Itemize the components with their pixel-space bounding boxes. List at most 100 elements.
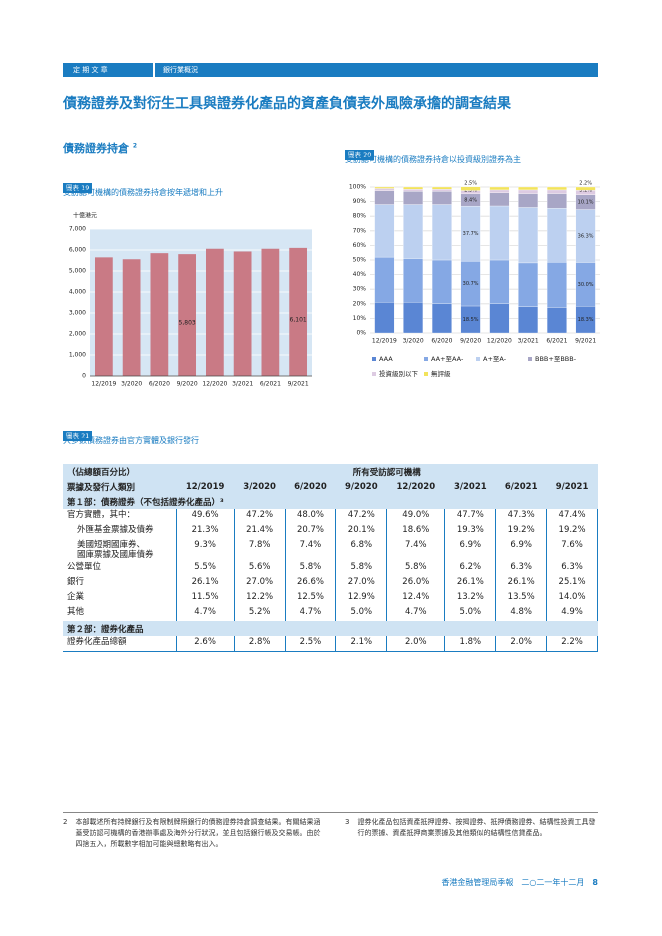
bar-segment — [546, 307, 567, 334]
y-tick-label: 40% — [353, 271, 367, 278]
data-row: 企業 11.5% 12.2% 12.5% 12.9% 12.4% 13.2% 13.5% 14.… — [63, 591, 598, 606]
unit-label: 十億港元 — [73, 212, 97, 220]
x-tick-label: 3/2021 — [518, 338, 539, 345]
cell: 2.5% — [284, 636, 337, 652]
legend-swatch — [424, 357, 428, 361]
cell: 25.1% — [546, 576, 598, 591]
cell: 2.6% — [175, 636, 235, 652]
cell: 48.0% — [284, 509, 337, 524]
data-label: 6,101 — [290, 316, 307, 323]
x-tick-label: 6/2020 — [431, 338, 452, 345]
cell: 7.8% — [233, 539, 286, 561]
y-tick-label: 4,000 — [69, 289, 86, 296]
footer-publication: 香港金融管理局季報 二○二一年十二月 — [441, 878, 585, 887]
bar-segment — [546, 262, 567, 308]
row-label: 企業 — [67, 592, 85, 602]
y-tick-label: 50% — [353, 257, 367, 264]
cell: 11.5% — [175, 591, 235, 606]
footnote-mark: 2 — [63, 818, 68, 826]
y-tick-label: 3,000 — [69, 310, 86, 317]
footer: 香港金融管理局季報 二○二一年十二月 8 — [400, 877, 598, 888]
y-tick-label: 20% — [353, 300, 367, 307]
cell: 2.0% — [386, 636, 446, 652]
data-row: 銀行 26.1% 27.0% 26.6% 27.0% 26.0% 26.1% 26.1% 25.… — [63, 576, 598, 591]
chart-tag: 圖表 19 — [63, 183, 93, 193]
footnote-rule — [63, 812, 598, 813]
bar-segment — [489, 303, 510, 334]
cell: 2.2% — [546, 636, 598, 652]
cell: 12.4% — [386, 591, 446, 606]
cell: 13.5% — [495, 591, 548, 606]
cell: 18.6% — [386, 524, 446, 539]
cell: 6.3% — [546, 561, 598, 576]
cell: 47.2% — [335, 509, 388, 524]
cell: 5.8% — [335, 561, 388, 576]
legend: AAA AA+至AA- A+至A- BBB+至BBB- 投資級別以下 無評級 — [372, 350, 602, 380]
cell: 49.6% — [175, 509, 235, 524]
y-tick-label: 70% — [353, 227, 367, 234]
header-row: （佔總額百分比） 所有受訪認可機構 — [63, 464, 598, 479]
bar-segment — [489, 189, 510, 193]
y-tick-label: 90% — [353, 198, 367, 205]
data-label: 30.7% — [463, 281, 479, 287]
bar — [94, 257, 113, 376]
y-tick-label: 0% — [356, 330, 366, 337]
bar-segment — [431, 189, 452, 192]
y-tick-label: 60% — [353, 242, 367, 249]
bar-segment — [374, 188, 395, 191]
cell: 6.9% — [444, 539, 497, 561]
data-row: 美國短期國庫券、 國庫票據及國庫債券 9.3% 7.8% 7.4% 6.8% 7.4% 6.… — [63, 539, 598, 561]
data-label: 8.4% — [464, 197, 477, 203]
cell: 19.3% — [444, 524, 497, 539]
cell: 5.0% — [444, 606, 497, 621]
section-title: 第２部：證券化產品 — [63, 621, 598, 636]
cell: 6.3% — [495, 561, 548, 576]
y-tick-label: 0 — [82, 373, 86, 380]
chart20: 0% 10% 20% 30% 40% 50% 60% 70% 80% 90% 100% 12/2019… — [349, 181, 600, 345]
data-label: 5,803 — [179, 320, 196, 327]
legend-label: 無評級 — [431, 370, 451, 378]
cell: 47.3% — [495, 509, 548, 524]
cell: 20.1% — [335, 524, 388, 539]
cell: 26.6% — [284, 576, 337, 591]
cell: 49.0% — [386, 509, 446, 524]
header-subsection-text: 銀行業概況 — [163, 66, 198, 74]
table-label: 圖表 21 — [63, 423, 93, 442]
bar-segment — [546, 189, 567, 194]
bar-segment — [518, 193, 539, 208]
bar-segment — [431, 186, 452, 190]
x-tick-label: 6/2021 — [260, 381, 281, 388]
legend-label: BBB+至BBB- — [535, 355, 577, 363]
bar-segment — [489, 259, 510, 304]
cell: 6.8% — [335, 539, 388, 561]
group-header: 所有受訪認可機構 — [176, 464, 598, 479]
bar-segment — [431, 303, 452, 334]
bar-segment — [431, 191, 452, 205]
row-label: 外匯基金票據及債券 — [77, 525, 154, 535]
legend-label: AAA — [379, 355, 393, 363]
cell: 20.7% — [284, 524, 337, 539]
bar-segment — [460, 186, 481, 191]
cell: 13.2% — [444, 591, 497, 606]
cell: 19.2% — [495, 524, 548, 539]
cell: 7.4% — [284, 539, 337, 561]
x-tick-label: 6/2020 — [149, 381, 170, 388]
x-tick-label: 12/2019 — [91, 381, 116, 388]
bar-segment — [546, 193, 567, 209]
x-tick-label: 9/2021 — [288, 381, 309, 388]
cell: 4.9% — [546, 606, 598, 621]
column-header: 12/2020 — [386, 479, 445, 494]
column-header: 12/2019 — [176, 479, 235, 494]
y-tick-label: 1,000 — [69, 352, 86, 359]
cell: 2.8% — [233, 636, 286, 652]
legend-item: AA+至AA- — [424, 353, 476, 365]
data-label: 18.3% — [578, 317, 594, 323]
legend-label: A+至A- — [483, 355, 507, 363]
cell: 5.6% — [233, 561, 286, 576]
chart19: 十億港元 0 1,000 2,000 3,000 4,000 5,000 6,000 7,00… — [69, 212, 312, 388]
legend-swatch — [476, 357, 480, 361]
cell: 4.7% — [386, 606, 446, 621]
cell: 21.4% — [233, 524, 286, 539]
cell: 6.9% — [495, 539, 548, 561]
data-label: 2.2% — [579, 181, 592, 187]
